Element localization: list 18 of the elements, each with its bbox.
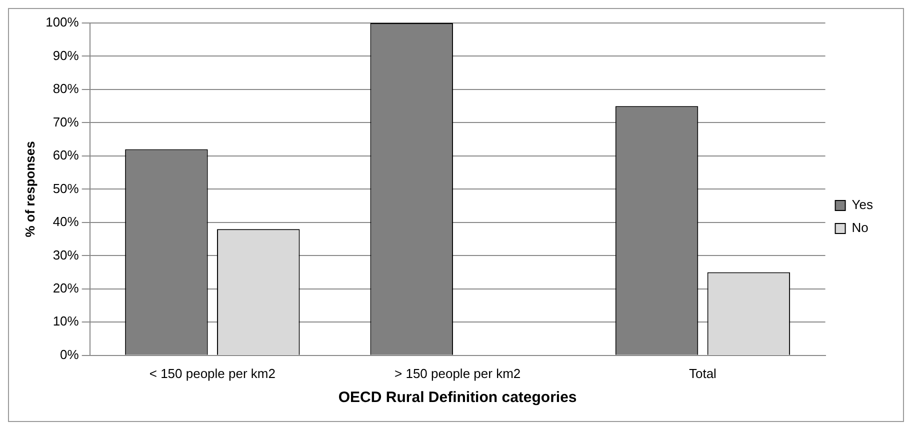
x-tick-label: Total bbox=[688, 366, 717, 381]
x-tick-label: < 150 people per km2 bbox=[149, 366, 276, 381]
y-tick-label: 60% bbox=[52, 148, 80, 163]
y-tick-label: 20% bbox=[52, 280, 80, 296]
x-axis-title: OECD Rural Definition categories bbox=[338, 389, 577, 406]
x-tick-label: > 150 people per km2 bbox=[394, 366, 521, 381]
y-tick-label: 50% bbox=[52, 180, 80, 196]
y-tick-label: 40% bbox=[52, 214, 80, 230]
y-tick-label: 90% bbox=[52, 48, 80, 63]
y-tick-label: 0% bbox=[60, 346, 80, 362]
y-axis-title: % of responses bbox=[22, 141, 38, 238]
y-tick-label: 30% bbox=[52, 247, 80, 262]
legend-label: No bbox=[852, 220, 868, 236]
y-tick-label: 100% bbox=[46, 14, 80, 30]
y-tick-label: 70% bbox=[52, 114, 80, 130]
y-tick-label: 80% bbox=[52, 81, 80, 96]
legend-label: Yes bbox=[852, 197, 874, 212]
y-tick-label: 10% bbox=[52, 314, 80, 329]
